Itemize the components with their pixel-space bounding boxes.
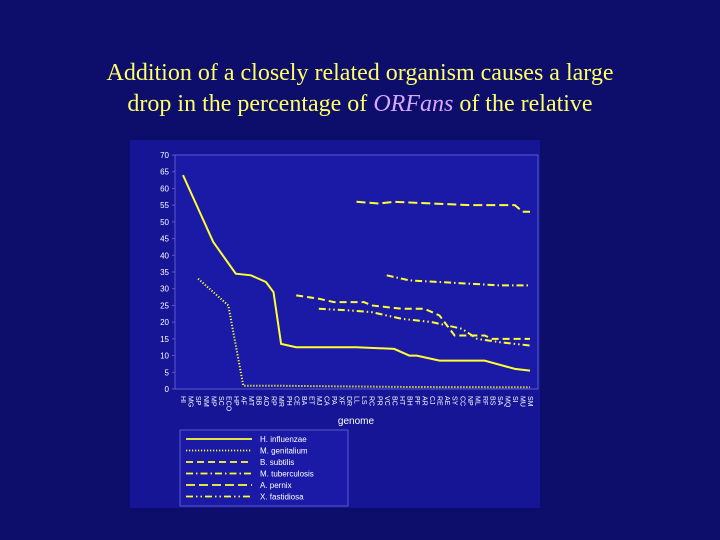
legend-label: M. tuberculosis [260, 470, 314, 479]
title-line-2-suffix: of the relative [453, 91, 593, 117]
x-tick-label: AR [421, 396, 428, 406]
x-tick-label: CE [292, 396, 299, 406]
x-tick-label: NP [466, 396, 473, 406]
x-tick-label: AF [240, 396, 247, 405]
x-tick-label: PR [375, 396, 382, 406]
y-tick-label: 30 [160, 285, 169, 294]
x-tick-label: PH [285, 396, 292, 406]
series-line [296, 294, 530, 340]
y-tick-label: 70 [160, 151, 169, 160]
x-tick-label: BS [488, 396, 495, 406]
y-tick-label: 50 [160, 218, 169, 227]
x-tick-label: MU [519, 396, 526, 407]
x-tick-label: BH [405, 396, 412, 406]
y-tick-label: 0 [165, 385, 170, 394]
x-tick-label: AE [443, 396, 450, 406]
legend-label: X. fastidiosa [260, 493, 304, 502]
series-line [356, 200, 530, 213]
x-tick-label: MT [247, 396, 254, 407]
x-tick-label: MR [277, 396, 284, 407]
x-tick-label: LS [360, 396, 367, 405]
x-tick-label: SI [511, 396, 518, 403]
x-tick-label: ET [307, 396, 314, 406]
chart-figure: 0 5 10 15 20 25 30 35 40 45 50 55 60 65 70 HI MG SP NM MP S… [130, 140, 540, 508]
x-tick-label: CA [322, 396, 329, 406]
x-tick-label: BA [300, 396, 307, 406]
title-line-2-prefix: drop in the percentage of [127, 91, 374, 117]
x-tick-label: RE [436, 396, 443, 406]
legend-label: B. subtilis [260, 458, 294, 467]
x-tick-label: SY [451, 396, 458, 406]
y-tick-label: 5 [165, 368, 170, 377]
y-tick-label: 20 [160, 318, 169, 327]
x-tick-label: MP [209, 396, 216, 407]
x-tick-label: ML [473, 396, 480, 406]
x-tick-label: BB [255, 396, 262, 406]
legend-label: H. influenzae [260, 435, 307, 444]
slide-title: Addition of a closely related organism c… [0, 58, 720, 120]
x-tick-label: MQ [504, 396, 511, 408]
title-line-1: Addition of a closely related organism c… [106, 60, 614, 86]
x-tick-label: HP [232, 396, 239, 406]
y-tick-label: 40 [160, 251, 169, 260]
legend: H. influenzae M. genitalium B. subtilis M. … [179, 429, 349, 507]
x-tick-label: RC [368, 396, 375, 406]
series-lines [182, 174, 531, 389]
x-tick-label: BC [390, 396, 397, 406]
x-tick-label: SP [194, 396, 201, 406]
x-tick-label: MJ [315, 396, 322, 405]
y-tick-label: 60 [160, 184, 169, 193]
y-tick-label: 65 [160, 168, 169, 177]
legend-label: A. pernix [260, 481, 292, 490]
y-axis-ticks: 0 5 10 15 20 25 30 35 40 45 50 55 60 65 70 [160, 151, 175, 394]
y-tick-label: 15 [160, 335, 169, 344]
x-tick-label: NM [202, 396, 209, 407]
x-tick-label: RP [270, 396, 277, 406]
plot-area [174, 154, 539, 390]
series-line [318, 307, 531, 347]
y-tick-label: 55 [160, 201, 169, 210]
x-tick-label: DR [345, 396, 352, 406]
x-tick-label: SC [217, 396, 224, 406]
title-orfans: ORFans [373, 91, 454, 117]
x-tick-label: PF [413, 396, 420, 405]
x-tick-label: SA [496, 396, 503, 406]
x-tick-label: MG [187, 396, 194, 407]
x-tick-label: VC [383, 396, 390, 406]
x-axis-label: genome [338, 416, 375, 427]
legend-label: M. genitalium [260, 447, 308, 456]
legend-box [179, 429, 349, 507]
x-axis-ticks: HI MG SP NM MP SC ECO HP AF MT BB AO RP MR PH CE BA ET MJ C… [179, 396, 533, 412]
x-tick-label: CJ [428, 396, 435, 405]
x-tick-label: AO [262, 396, 269, 407]
x-tick-label: XF [338, 396, 345, 405]
title-line-2: drop in the percentage of ORFans of the … [0, 89, 720, 120]
x-tick-label: CC [458, 396, 465, 406]
y-tick-label: 45 [160, 235, 169, 244]
x-tick-label: SM [526, 396, 533, 407]
x-tick-label: LL [353, 396, 360, 404]
x-tick-label: HT [398, 396, 405, 406]
y-tick-label: 35 [160, 268, 169, 277]
y-tick-label: 10 [160, 352, 169, 361]
x-tick-label: RF [481, 396, 488, 405]
y-tick-label: 25 [160, 301, 169, 310]
x-tick-label: ECO [224, 396, 231, 412]
x-tick-label: HI [179, 396, 186, 403]
x-tick-label: PA [330, 396, 337, 405]
series-line [182, 174, 531, 372]
